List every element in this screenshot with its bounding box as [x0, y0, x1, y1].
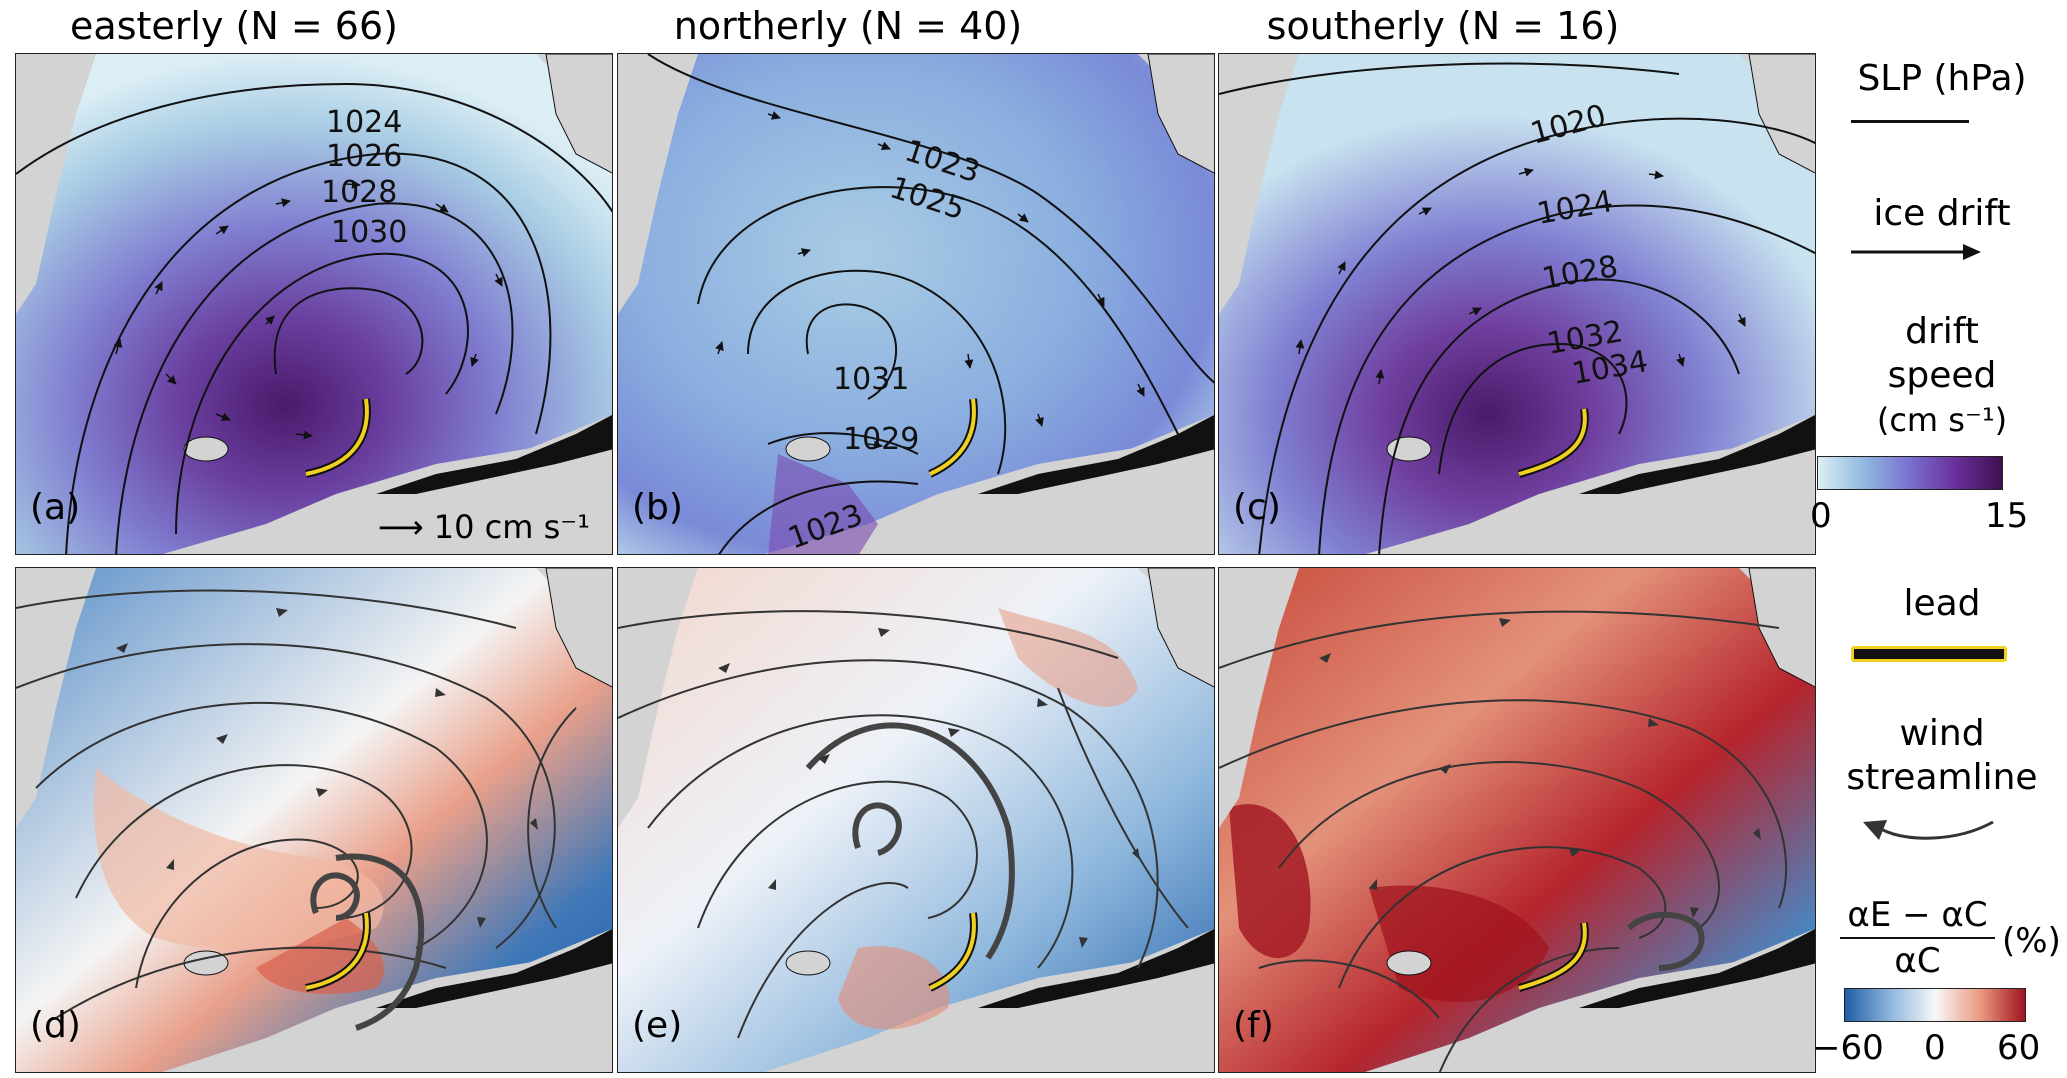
contour-label: 1028 — [321, 175, 397, 210]
albedo-unit: (%) — [2002, 921, 2061, 961]
column-title-southerly: southerly (N = 16) — [1266, 4, 1620, 48]
scale-arrow-icon: ⟶ — [377, 508, 424, 546]
albedo-fraction: αE − αC αC — [1840, 895, 1995, 981]
panel-label-e: (e) — [632, 1005, 683, 1046]
panel-label-b: (b) — [632, 487, 683, 528]
lead-legend-label: lead — [1903, 583, 1981, 624]
drift-speed-legend-label: drift speed (cm s⁻¹) — [1824, 310, 2060, 442]
contour-label: 1029 — [843, 422, 919, 457]
wind-streamline-legend-arrow — [1863, 820, 1994, 840]
contour-label: 1026 — [326, 139, 402, 174]
drift-scale-arrow: ⟶ 10 cm s⁻¹ — [378, 508, 590, 546]
wind-streamline-legend-label: wind streamline — [1824, 712, 2060, 800]
contour-label: 1030 — [331, 215, 407, 250]
contour-label: 1024 — [326, 105, 402, 140]
panel-c-drift-southerly: 1020 1024 1028 1032 1034 (c) — [1218, 53, 1816, 555]
wind-line2: streamline — [1846, 757, 2038, 798]
wind-line1: wind — [1899, 713, 1985, 754]
slp-legend-label: SLP (hPa) — [1857, 58, 2027, 99]
albedo-tick-0: 0 — [1924, 1028, 1946, 1068]
albedo-tick-60: 60 — [1997, 1028, 2041, 1068]
column-title-easterly: easterly (N = 66) — [70, 4, 398, 48]
panel-d-albedo-easterly: (d) — [15, 567, 613, 1073]
panel-a-drift-easterly: 1024 1026 1028 1030 (a) ⟶ 10 cm s⁻¹ — [15, 53, 613, 555]
drift-tick-15: 15 — [1985, 496, 2029, 536]
panel-b-drift-northerly: 1023 1025 1031 1029 1023 (b) — [617, 53, 1215, 555]
albedo-numerator: αE − αC — [1840, 895, 1995, 939]
scale-arrow-label: 10 cm s⁻¹ — [433, 508, 590, 546]
lead-legend-swatch — [1851, 646, 2007, 662]
contour-label: 1031 — [833, 362, 909, 397]
ice-drift-legend-label: ice drift — [1873, 193, 2011, 234]
albedo-tick-neg60: −60 — [1812, 1028, 1884, 1068]
drift-speed-line1: drift — [1905, 311, 1979, 352]
ice-drift-legend-arrow — [1851, 244, 1981, 260]
panel-label-d: (d) — [30, 1005, 81, 1046]
panel-label-a: (a) — [30, 487, 81, 528]
drift-tick-0: 0 — [1810, 496, 1832, 536]
albedo-diff-legend-label: αE − αC αC (%) — [1840, 895, 2061, 995]
albedo-diff-colorbar — [1844, 988, 2026, 1022]
column-title-northerly: northerly (N = 40) — [673, 4, 1023, 48]
panel-f-albedo-southerly: (f) — [1218, 567, 1816, 1073]
panel-label-c: (c) — [1233, 487, 1281, 528]
drift-speed-line2: speed — [1887, 355, 1997, 396]
slp-legend-line — [1851, 120, 1969, 123]
albedo-denominator: αC — [1894, 941, 1941, 981]
panel-e-albedo-northerly: (e) — [617, 567, 1215, 1073]
drift-speed-unit: (cm s⁻¹) — [1876, 401, 2008, 439]
panel-label-f: (f) — [1233, 1005, 1274, 1046]
drift-speed-colorbar — [1817, 456, 2003, 490]
